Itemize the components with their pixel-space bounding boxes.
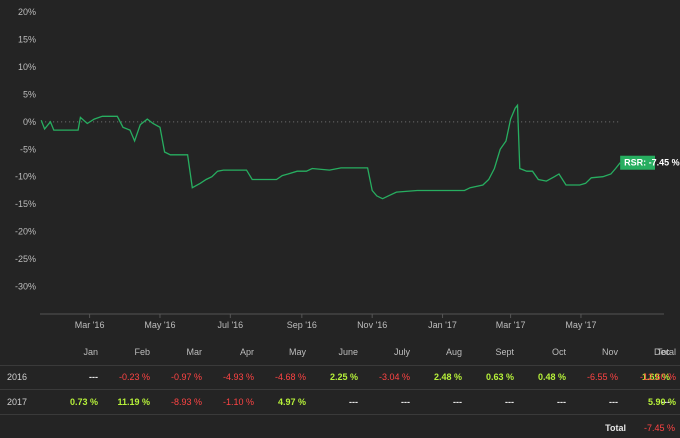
- row-total-cell: -12.60 %: [639, 372, 676, 382]
- month-return-cell: 0.48 %: [537, 372, 566, 382]
- x-tick-label: Mar '17: [496, 320, 526, 330]
- month-return-cell: -6.55 %: [586, 372, 618, 382]
- row-total-cell: 5.90 %: [647, 397, 676, 407]
- y-tick-label: 5%: [23, 89, 36, 99]
- x-axis-ticks: Mar '16 May '16 Jul '16 Sep '16 Nov '16 Jan '…: [75, 314, 597, 330]
- column-header: Oct: [551, 347, 566, 357]
- column-header: Apr: [239, 347, 254, 357]
- month-return-cell: ---: [505, 397, 514, 407]
- annotation-label: RSR: -7.45 %: [624, 158, 680, 168]
- annotation-box: [620, 155, 655, 170]
- divider: [0, 414, 680, 415]
- month-return-cell: ---: [661, 397, 670, 407]
- column-header: May: [288, 347, 306, 357]
- column-header: Jan: [83, 347, 98, 357]
- x-tick-label: Jul '16: [217, 320, 243, 330]
- month-return-cell: -8.93 %: [170, 397, 202, 407]
- y-tick-label: -20%: [15, 227, 36, 237]
- y-tick-label: 20%: [18, 7, 36, 17]
- month-return-cell: 4.97 %: [277, 397, 306, 407]
- row-year: 2017: [7, 397, 28, 407]
- grand-total-row: Total -7.45 %: [0, 418, 680, 438]
- month-return-cell: -0.97 %: [170, 372, 202, 382]
- month-return-cell: -4.93 %: [222, 372, 254, 382]
- month-return-cell: -0.23 %: [118, 372, 150, 382]
- series-line-rsr: [40, 103, 621, 200]
- x-tick-label: Jan '17: [428, 320, 457, 330]
- y-tick-label: -5%: [20, 144, 36, 154]
- month-return-cell: ---: [89, 372, 98, 382]
- month-return-cell: ---: [609, 397, 618, 407]
- y-tick-label: -30%: [15, 282, 36, 292]
- table-header-row: Jan Feb Mar Apr May June July Aug Sept Oct Nov Dec T…: [0, 342, 680, 362]
- month-return-cell: 2.25 %: [329, 372, 358, 382]
- month-return-cell: ---: [349, 397, 358, 407]
- y-tick-label: -10%: [15, 172, 36, 182]
- month-return-cell: 11.19 %: [117, 397, 150, 407]
- month-return-cell: 1.69 %: [641, 372, 670, 382]
- month-return-cell: ---: [401, 397, 410, 407]
- value-annotation: RSR: -7.45 %: [620, 155, 680, 170]
- grand-total-value: -7.45 %: [643, 423, 675, 433]
- divider: [0, 389, 680, 390]
- column-header: Nov: [601, 347, 618, 357]
- grand-total-label: Total: [605, 423, 626, 433]
- column-header: Total: [656, 347, 676, 357]
- month-return-cell: 0.73 %: [69, 397, 98, 407]
- column-header: June: [338, 347, 358, 357]
- column-header: Dec: [653, 347, 670, 357]
- x-tick-label: May '17: [565, 320, 596, 330]
- x-tick-label: Mar '16: [75, 320, 105, 330]
- column-header: Feb: [134, 347, 150, 357]
- y-tick-label: 0%: [23, 117, 36, 127]
- month-return-cell: 0.63 %: [485, 372, 514, 382]
- month-return-cell: 2.48 %: [433, 372, 462, 382]
- column-header: Sept: [495, 347, 514, 357]
- month-return-cell: -1.10 %: [222, 397, 254, 407]
- month-return-cell: -4.68 %: [274, 372, 306, 382]
- month-return-cell: ---: [557, 397, 566, 407]
- x-tick-label: Sep '16: [287, 320, 317, 330]
- y-tick-label: 15%: [18, 34, 36, 44]
- table-row: 2016 --- -0.23 % -0.97 % -4.93 % -4.68 % 2.25 …: [0, 367, 680, 387]
- y-tick-label: -25%: [15, 254, 36, 264]
- column-header: July: [393, 347, 410, 357]
- row-year: 2016: [7, 372, 28, 382]
- column-header: Aug: [445, 347, 462, 357]
- performance-chart: 20% 15% 10% 5% 0% -5% -10% -15% -20% -25% -30% Mar…: [15, 7, 680, 330]
- y-tick-label: 10%: [18, 62, 36, 72]
- month-return-cell: ---: [453, 397, 462, 407]
- x-tick-label: May '16: [144, 320, 175, 330]
- y-tick-label: -15%: [15, 199, 36, 209]
- month-return-cell: -3.04 %: [378, 372, 410, 382]
- column-header: Mar: [186, 347, 203, 357]
- y-axis-ticks: 20% 15% 10% 5% 0% -5% -10% -15% -20% -25% -30%: [15, 7, 36, 292]
- table-row: 2017 0.73 % 11.19 % -8.93 % -1.10 % 4.97 % ---…: [0, 392, 680, 412]
- divider: [0, 365, 680, 366]
- x-tick-label: Nov '16: [357, 320, 387, 330]
